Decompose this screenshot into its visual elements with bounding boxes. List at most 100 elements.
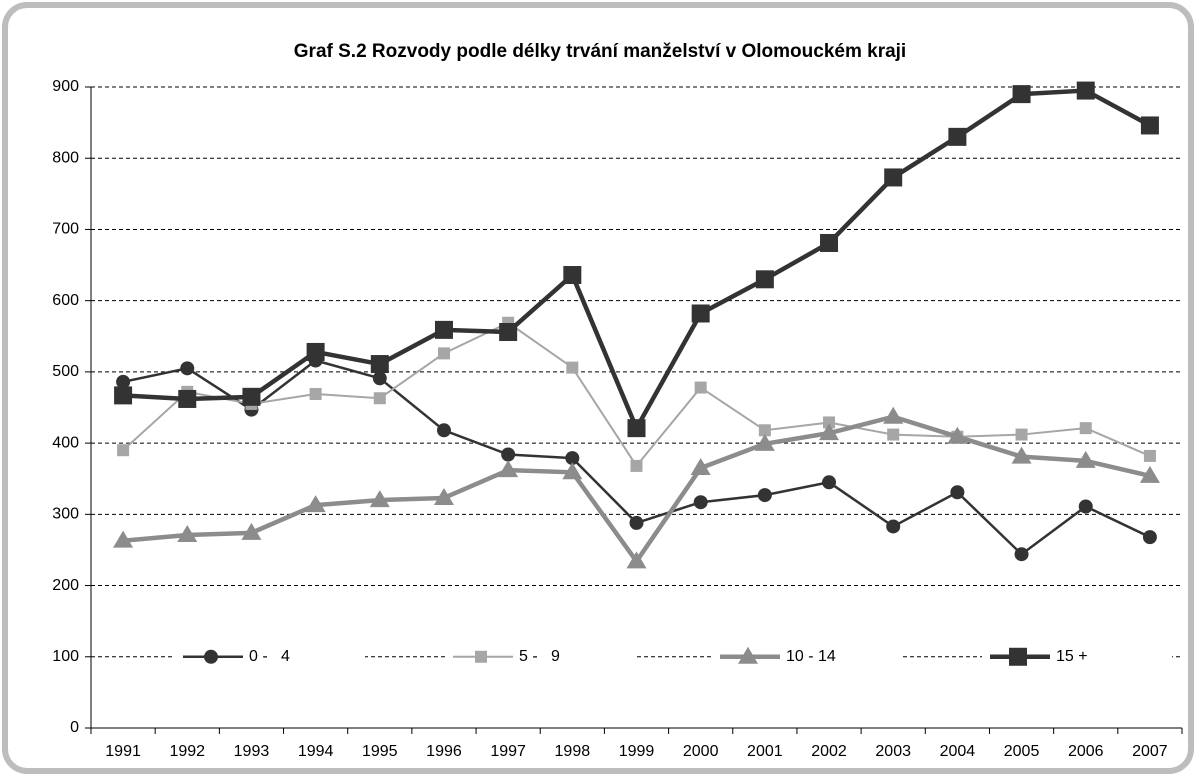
marker bbox=[691, 304, 710, 323]
marker bbox=[1078, 499, 1093, 514]
marker bbox=[1011, 446, 1032, 464]
marker bbox=[436, 423, 451, 438]
marker bbox=[626, 551, 647, 569]
marker bbox=[434, 320, 453, 339]
y-tick-label: 100 bbox=[52, 648, 79, 665]
marker bbox=[566, 361, 579, 374]
marker bbox=[822, 475, 837, 490]
marker bbox=[886, 519, 901, 534]
x-tick-label: 2001 bbox=[747, 743, 783, 760]
marker bbox=[950, 485, 965, 500]
marker bbox=[1142, 530, 1157, 545]
marker bbox=[433, 487, 454, 505]
marker bbox=[887, 428, 900, 441]
marker bbox=[306, 342, 325, 361]
marker bbox=[757, 488, 772, 503]
marker bbox=[1015, 428, 1028, 441]
x-tick-label: 1998 bbox=[555, 743, 591, 760]
x-tick-label: 2006 bbox=[1068, 743, 1104, 760]
marker bbox=[204, 649, 218, 664]
marker bbox=[820, 233, 839, 252]
marker bbox=[1079, 422, 1092, 435]
marker bbox=[242, 387, 261, 406]
marker bbox=[498, 460, 519, 478]
marker bbox=[475, 650, 487, 663]
x-tick-label: 1999 bbox=[619, 743, 655, 760]
marker bbox=[1139, 465, 1160, 483]
marker bbox=[177, 524, 198, 542]
marker bbox=[499, 323, 518, 342]
chart-title: Graf S.2 Rozvody podle délky trvání manž… bbox=[294, 41, 906, 62]
legend-label: 15 + bbox=[1056, 648, 1088, 665]
y-tick-label: 500 bbox=[52, 363, 79, 380]
x-tick-label: 2003 bbox=[875, 743, 911, 760]
marker bbox=[947, 426, 968, 444]
y-tick-label: 800 bbox=[52, 149, 79, 166]
marker bbox=[693, 495, 708, 510]
marker bbox=[758, 424, 771, 437]
marker bbox=[562, 462, 583, 480]
y-tick-label: 200 bbox=[52, 577, 79, 594]
y-tick-label: 300 bbox=[52, 506, 79, 523]
marker bbox=[629, 515, 644, 530]
x-tick-label: 2002 bbox=[811, 743, 847, 760]
marker bbox=[372, 371, 387, 386]
marker bbox=[1009, 647, 1027, 666]
marker bbox=[370, 355, 389, 374]
x-tick-label: 1993 bbox=[234, 743, 270, 760]
marker bbox=[884, 168, 903, 187]
marker bbox=[819, 423, 840, 441]
marker bbox=[113, 530, 134, 548]
marker bbox=[437, 347, 450, 360]
x-tick-label: 1997 bbox=[490, 743, 526, 760]
marker bbox=[369, 490, 390, 508]
marker bbox=[1143, 449, 1156, 462]
x-tick-label: 1996 bbox=[426, 743, 462, 760]
marker bbox=[305, 495, 326, 513]
marker bbox=[630, 459, 643, 472]
marker bbox=[309, 387, 322, 400]
marker bbox=[116, 374, 131, 389]
marker bbox=[1075, 450, 1096, 468]
y-tick-label: 400 bbox=[52, 434, 79, 451]
marker bbox=[755, 270, 774, 289]
x-tick-label: 2000 bbox=[683, 743, 719, 760]
marker bbox=[241, 522, 262, 540]
marker bbox=[754, 433, 775, 451]
y-tick-label: 900 bbox=[52, 78, 79, 95]
marker bbox=[117, 444, 130, 457]
legend-label: 0 - 4 bbox=[249, 648, 290, 665]
marker bbox=[1140, 116, 1159, 135]
x-tick-label: 1994 bbox=[298, 743, 334, 760]
x-tick-label: 1995 bbox=[362, 743, 398, 760]
y-tick-label: 600 bbox=[52, 292, 79, 309]
marker bbox=[114, 386, 133, 405]
x-tick-label: 1992 bbox=[169, 743, 205, 760]
marker bbox=[1012, 85, 1031, 104]
x-tick-label: 2007 bbox=[1132, 743, 1168, 760]
marker bbox=[738, 646, 758, 664]
y-tick-label: 0 bbox=[70, 719, 79, 736]
y-tick-label: 700 bbox=[52, 221, 79, 238]
marker bbox=[563, 266, 582, 285]
x-tick-label: 1991 bbox=[105, 743, 141, 760]
legend-label: 10 - 14 bbox=[786, 648, 836, 665]
marker bbox=[565, 451, 580, 466]
marker bbox=[373, 392, 386, 405]
marker bbox=[1014, 547, 1029, 562]
marker bbox=[178, 389, 197, 408]
marker bbox=[690, 458, 711, 476]
marker bbox=[883, 406, 904, 424]
marker bbox=[501, 447, 516, 462]
marker bbox=[627, 419, 646, 438]
legend-label: 5 - 9 bbox=[519, 648, 560, 665]
marker bbox=[694, 381, 707, 394]
marker bbox=[823, 416, 836, 429]
x-tick-label: 2005 bbox=[1004, 743, 1040, 760]
x-tick-label: 2004 bbox=[940, 743, 976, 760]
marker bbox=[948, 127, 967, 146]
marker bbox=[180, 361, 195, 376]
